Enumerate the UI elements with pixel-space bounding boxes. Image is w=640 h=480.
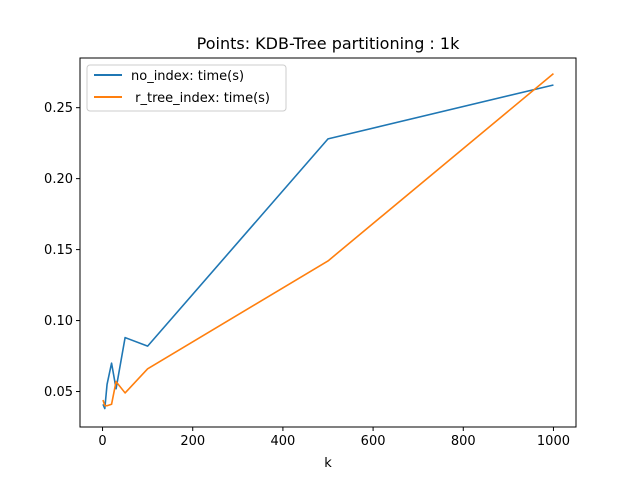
x-axis-ticks: 0 200 400 600 800 1000 — [98, 427, 570, 449]
y-tick-label: 0.05 — [44, 385, 73, 400]
series-line-r-tree-index — [102, 72, 554, 407]
legend-label-r-tree-index: r_tree_index: time(s) — [131, 91, 270, 106]
x-tick-label: 400 — [270, 434, 295, 449]
x-tick-label: 200 — [180, 434, 205, 449]
y-tick-label: 0.15 — [44, 243, 73, 258]
x-axis-label: k — [324, 456, 332, 471]
y-tick-label: 0.10 — [44, 314, 73, 329]
series-layer — [102, 72, 554, 410]
legend-label-no-index: no_index: time(s) — [131, 69, 244, 84]
legend: no_index: time(s) r_tree_index: time(s) — [86, 64, 287, 112]
x-tick-label: 800 — [451, 434, 476, 449]
y-axis-ticks: 0.05 0.10 0.15 0.20 0.25 — [44, 101, 80, 400]
x-tick-label: 0 — [98, 434, 106, 449]
y-tick-label: 0.25 — [44, 101, 73, 116]
y-tick-label: 0.20 — [44, 172, 73, 187]
plot-area-frame — [79, 57, 577, 428]
x-tick-label: 600 — [361, 434, 386, 449]
chart-title: Points: KDB-Tree partitioning : 1k — [197, 34, 460, 53]
x-tick-label: 1000 — [537, 434, 570, 449]
legend-box — [86, 64, 287, 112]
series-line-no-index — [102, 84, 554, 410]
